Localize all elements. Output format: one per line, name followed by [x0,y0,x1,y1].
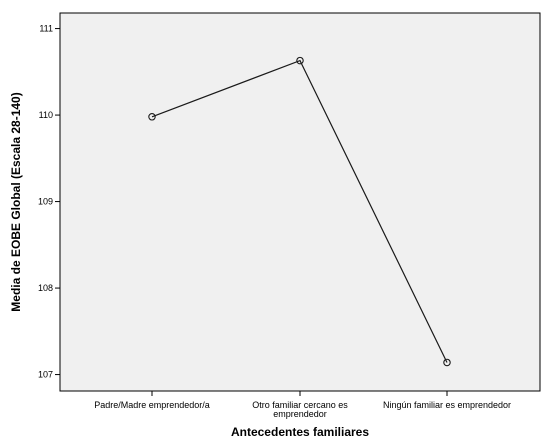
data-point-marker [148,113,156,121]
x-tick-label-line: emprendedor [273,409,327,419]
x-tick-label-line: Padre/Madre emprendedor/a [94,400,210,410]
x-tick-label: Ningún familiar es emprendedor [383,400,511,410]
y-axis: 107 108 109 110 111 [38,24,60,380]
x-tick-label: Otro familiar cercano es emprendedor [252,400,348,419]
series-polyline [151,59,448,363]
y-tick-label: 110 [39,110,53,120]
y-axis-title: Media de EOBE Global (Escala 28-140) [9,92,23,311]
y-tick-label: 107 [38,370,53,380]
x-tick-label: Padre/Madre emprendedor/a [94,400,210,410]
x-axis: Padre/Madre emprendedor/a Otro familiar c… [94,391,511,419]
y-tick-label: 111 [39,24,53,34]
data-point-marker [443,358,451,367]
series-line [148,56,451,367]
plot-area [59,12,541,392]
x-tick-label-line: Ningún familiar es emprendedor [383,400,511,410]
x-tick-label-line: Otro familiar cercano es [252,400,348,410]
y-tick-label: 109 [38,197,53,207]
data-point-marker [296,56,304,65]
x-axis-title: Antecedentes familiares [231,425,369,439]
y-tick-label: 108 [38,283,53,293]
